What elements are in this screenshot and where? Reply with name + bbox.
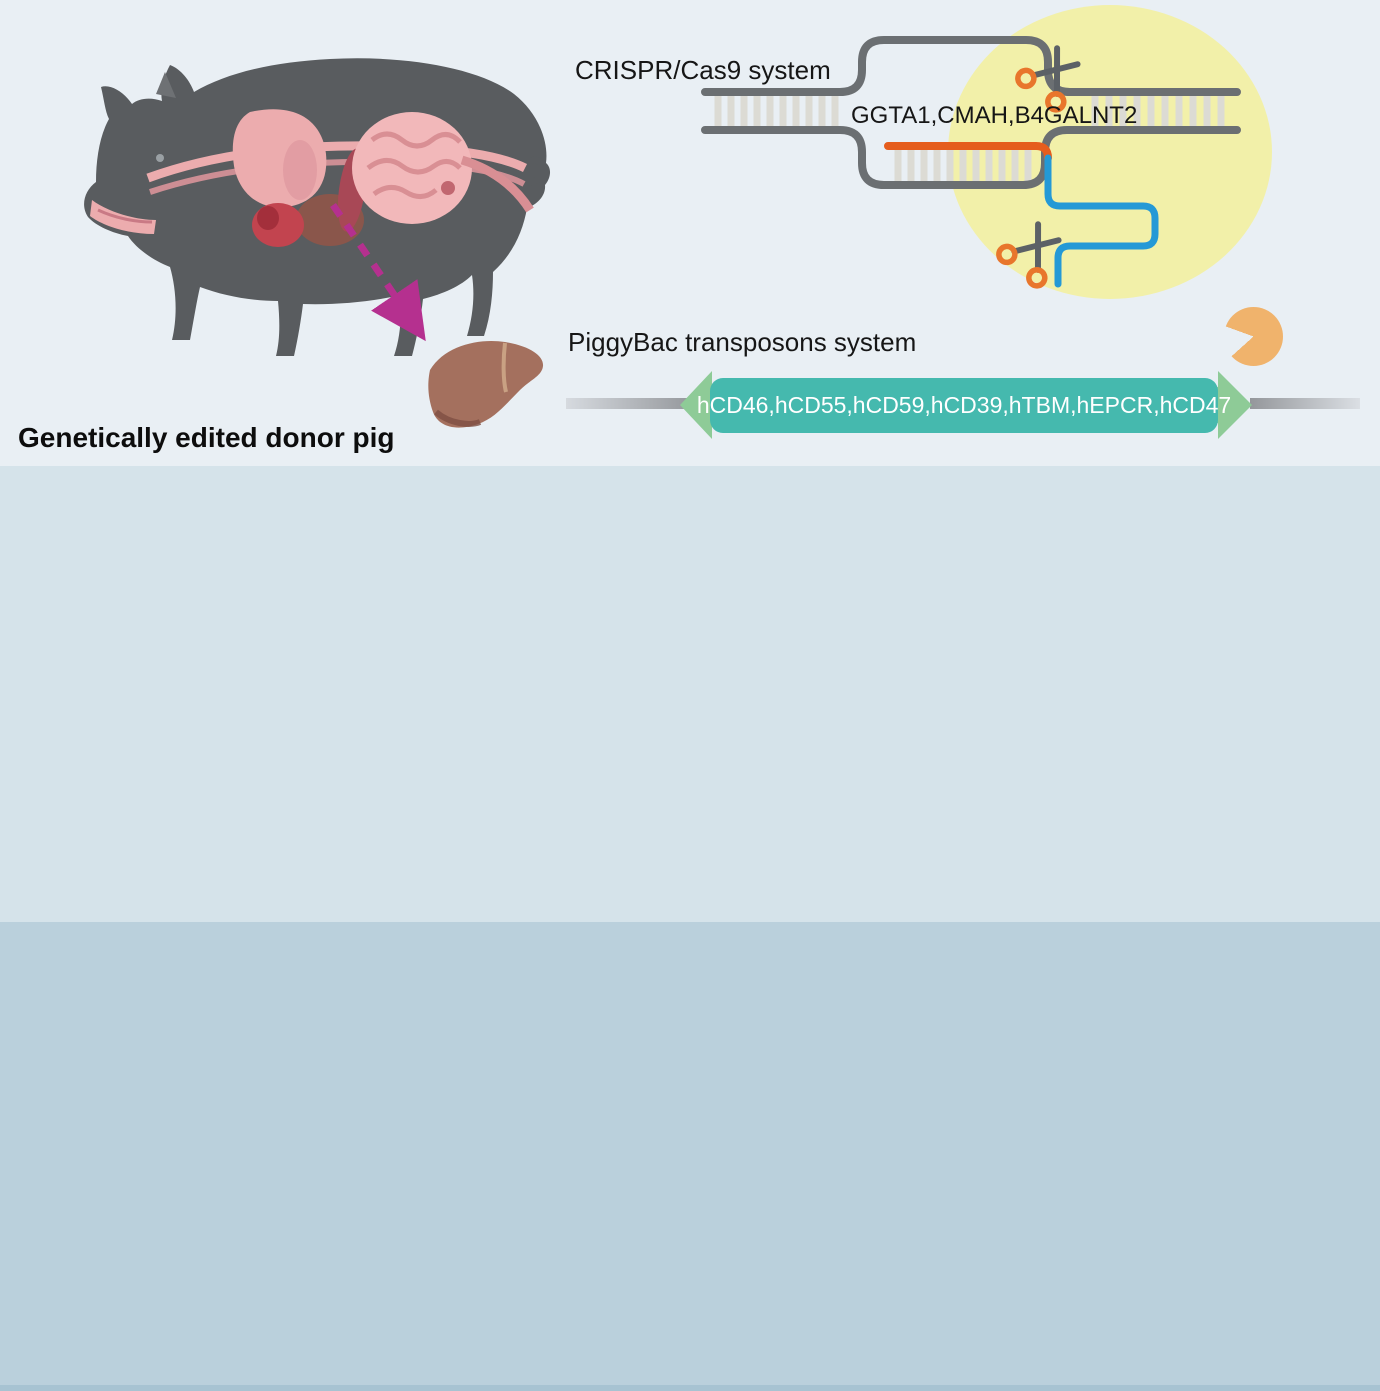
transgene-cassette: hCD46,hCD55,hCD59,hCD39,hTBM,hEPCR,hCD47	[697, 378, 1231, 433]
crispr-title: CRISPR/Cas9 system	[575, 55, 831, 85]
genomic-dna-strands	[701, 36, 1241, 189]
transposon-arrow-right-icon	[1218, 371, 1252, 439]
transposon-arrow-left-icon	[680, 371, 712, 439]
pig-anatomy-illustration	[84, 58, 551, 428]
knockout-genes-label: GGTA1,CMAH,B4GALNT2	[851, 102, 1138, 129]
genome-line-right	[1250, 398, 1360, 409]
crispr-cas9-diagram	[701, 5, 1272, 299]
transgene-list: hCD46,hCD55,hCD59,hCD39,hTBM,hEPCR,hCD47	[696, 392, 1232, 418]
transposase-icon	[1224, 307, 1283, 366]
section-measurements: Albumin Pre 21d 38d 45d +++ ++ ++ +++ - …	[0, 922, 1380, 1391]
piggybac-title: PiggyBac transposons system	[568, 327, 917, 357]
harvested-liver-illustration	[428, 340, 544, 428]
bottom-edge-strip	[0, 1385, 1380, 1391]
section-donor-pig: CRISPR/Cas9 system GGTA1,CMAH,B4GALNT2 P…	[0, 0, 1380, 466]
section-xenotransplantation: 510.17 cm³ Complement activation xTMA	[0, 466, 1380, 1371]
cas9-protein-shape	[948, 5, 1272, 299]
genome-line-left	[566, 398, 704, 409]
section1-label: Genetically edited donor pig	[18, 422, 395, 453]
sgrna-strand	[1044, 154, 1159, 288]
dna-rungs	[714, 96, 1225, 181]
pig-organs	[90, 109, 534, 247]
